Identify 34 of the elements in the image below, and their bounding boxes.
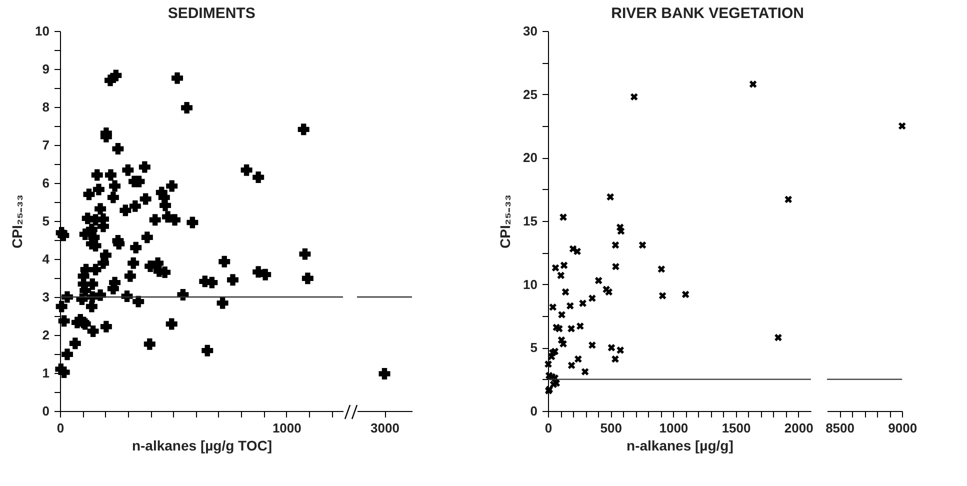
y-tick-label: 8 bbox=[42, 100, 50, 114]
y-tick-label: 3 bbox=[42, 290, 50, 304]
x-axis-title: n-alkanes [µg/g TOC] bbox=[132, 438, 272, 454]
x-tick-label: 8500 bbox=[826, 420, 854, 436]
x-tick-label: 1500 bbox=[722, 420, 751, 436]
y-tick-label: 15 bbox=[523, 214, 538, 228]
y-tick-label: 6 bbox=[42, 176, 50, 190]
y-tick-label: 0 bbox=[42, 404, 50, 418]
y-tick-label: 25 bbox=[523, 86, 538, 102]
x-tick-label: 1000 bbox=[272, 420, 302, 436]
y-tick-label: 5 bbox=[42, 214, 50, 228]
y-tick-label: 9 bbox=[42, 62, 50, 76]
x-tick-label: 3000 bbox=[370, 420, 400, 436]
x-tick-label: 500 bbox=[600, 420, 622, 436]
x-tick-label: 2000 bbox=[784, 420, 814, 436]
x-tick-label: 0 bbox=[56, 420, 64, 436]
y-tick-label: 7 bbox=[42, 138, 50, 152]
x-tick-label: 0 bbox=[544, 420, 552, 436]
x-tick-label: 9000 bbox=[888, 420, 918, 436]
y-tick-label: 0 bbox=[530, 404, 538, 418]
chart-title: SEDIMENTS bbox=[168, 5, 256, 22]
y-tick-label: 2 bbox=[42, 328, 50, 342]
y-tick-label: 5 bbox=[530, 340, 538, 356]
y-tick-label: 4 bbox=[42, 252, 50, 266]
y-tick-label: 30 bbox=[523, 24, 538, 38]
x-tick-label: 1000 bbox=[659, 420, 688, 436]
y-axis-title: CPI₂₅₋₃₃ bbox=[497, 194, 514, 248]
y-tick-label: 1 bbox=[42, 366, 50, 380]
y-tick-label: 10 bbox=[35, 24, 50, 38]
y-axis-title: CPI₂₅₋₃₃ bbox=[9, 194, 26, 248]
x-axis-title: n-alkanes [µg/g] bbox=[626, 438, 734, 454]
chart-title: RIVER BANK VEGETATION bbox=[611, 5, 804, 22]
y-tick-label: 10 bbox=[523, 276, 538, 292]
y-tick-label: 20 bbox=[523, 150, 538, 166]
